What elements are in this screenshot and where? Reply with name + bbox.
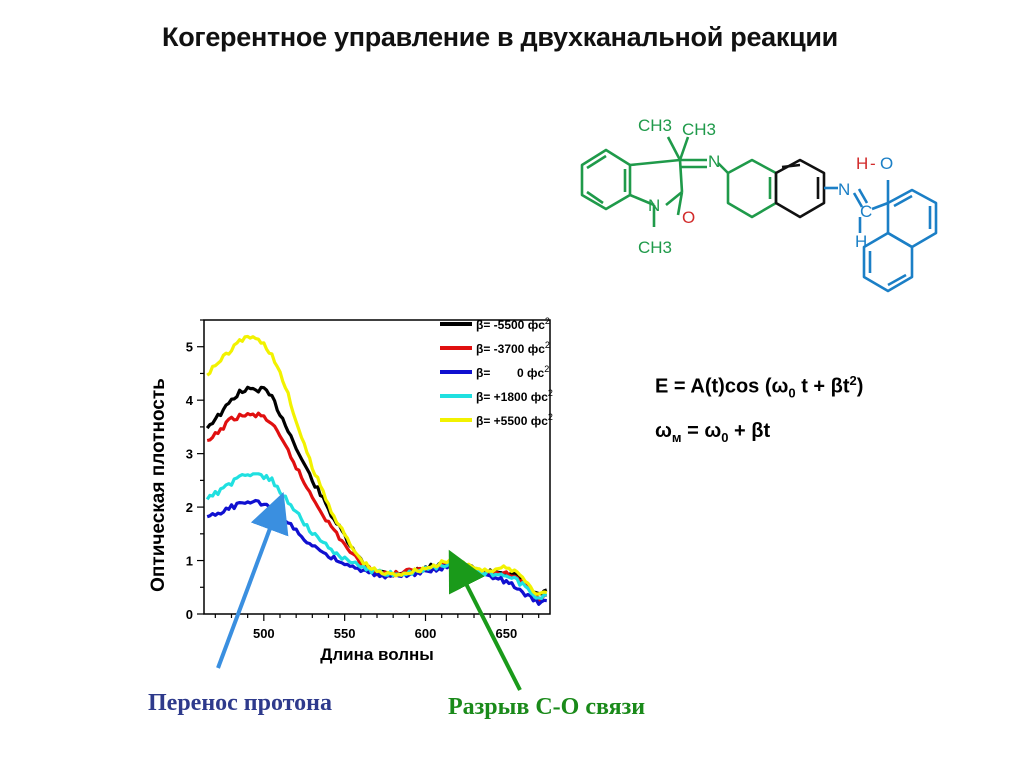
label-ch3-b: CH3 [682,120,716,139]
label-o-ring: O [682,208,695,227]
label-ch3-a: CH3 [638,116,672,135]
x-tick-label: 650 [495,626,517,641]
y-axis-label: Оптическая плотность [148,378,169,592]
legend-label: β= +5500 фс2 [476,412,553,428]
proton-transfer-caption: Перенос протона [148,690,332,716]
chirp-field-formula: E = A(t)cos (ω0 t + βt2) [655,373,864,401]
molecule-diagram: CH3 CH3 N N O CH3 N H - O C H [580,116,938,293]
y-axis-ticks: 0 1 2 3 4 5 [186,319,204,622]
label-n-imine: N [838,180,850,199]
label-ch3-n: CH3 [638,238,672,257]
naphthalene-core [774,158,826,219]
x-axis-ticks: 500 550 600 650 [214,614,540,641]
legend-label: β= -3700 фс2 [476,340,550,356]
x-tick-label: 600 [415,626,437,641]
x-tick-label: 550 [334,626,356,641]
label-dash: - [870,154,876,173]
series-line-3 [205,472,548,601]
series-line-2 [206,498,547,606]
x-axis-label: Длина волны [320,645,434,664]
chart-legend: β= -5500 фс2 β= -3700 фс2 β= 0 фс2 β= +1800… [440,316,553,428]
molecule-labels: CH3 CH3 N N O CH3 N H - O C H [638,116,893,257]
bond-break-caption: Разрыв С-О связи [448,694,646,720]
slide-title: Когерентное управление в двухканальной р… [162,22,838,52]
label-c-imine: C [860,202,872,221]
legend-label: β= +1800 фс2 [476,388,553,404]
y-tick-label: 4 [186,393,194,408]
label-n-ring: N [708,152,720,171]
x-tick-label: 500 [253,626,275,641]
y-tick-label: 1 [186,554,193,569]
naphthol-fragment [824,180,938,293]
label-o-oh: O [880,154,893,173]
instant-frequency-formula: ωм = ω0 + βt [655,420,771,445]
legend-label: β= 0 фс2 [476,364,549,380]
spectrum-chart: 500 550 600 650 0 1 2 3 4 5 Длина волны Оптическ… [148,316,553,664]
indoline-fragment [580,136,778,227]
label-h-imine: H [855,232,867,251]
label-n-indoline: N [648,196,660,215]
y-tick-label: 3 [186,447,193,462]
y-tick-label: 5 [186,340,193,355]
y-tick-label: 0 [186,607,193,622]
y-tick-label: 2 [186,500,193,515]
label-h-oh: H [856,154,868,173]
legend-label: β= -5500 фс2 [476,316,550,332]
